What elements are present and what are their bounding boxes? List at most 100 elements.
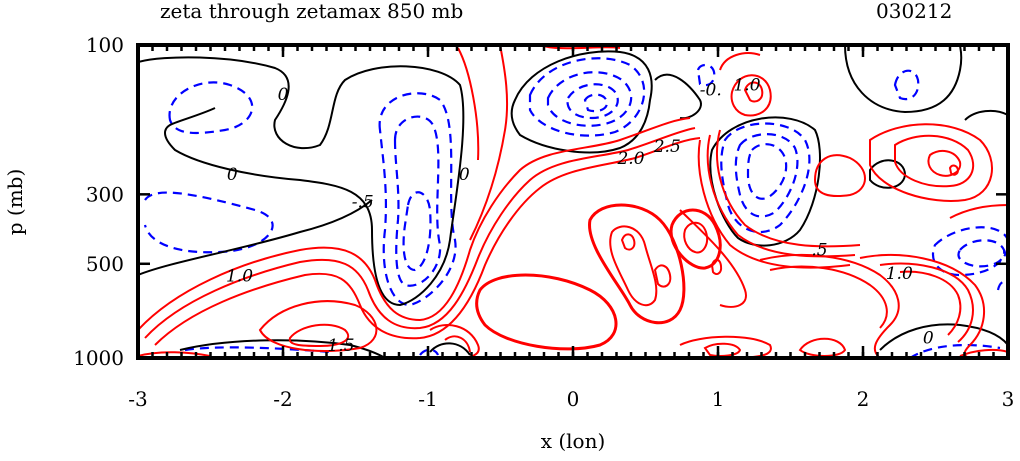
pos-contour [899,270,962,336]
contour-label: 2.0 [616,149,644,169]
neg-contour [566,83,619,120]
pos-contour [710,258,723,275]
neg-contour [143,191,274,254]
neg-contour [932,226,1008,277]
x-tick-label: -2 [273,387,292,411]
pos-contour [769,265,888,329]
y-tick-label: 1000 [73,346,124,370]
pos-contour [869,123,993,202]
pos-contour [703,342,742,357]
pos-contour [138,351,211,357]
negative-contours [143,57,1008,358]
contour-label: 1.0 [226,267,253,287]
x-tick-label: -3 [128,387,147,411]
pos-contour [879,262,974,343]
contour-label: 2.5 [653,137,681,157]
pos-contour [444,335,471,353]
contour-label: 1.0 [886,264,913,284]
zero-contour [138,199,373,276]
neg-contour [909,343,1001,358]
x-tick-label: 3 [1002,387,1015,411]
pos-contour [144,127,696,339]
contour-label: 0 [227,165,238,185]
neg-contour [393,115,442,287]
y-tick-label: 300 [86,182,124,206]
contour-label: -0. [700,81,722,101]
neg-contour [696,63,716,87]
pos-contour [798,337,847,357]
pos-contour [683,221,708,254]
zero-contour [964,109,1008,121]
pos-contour [469,45,509,241]
zero-contour [844,45,963,114]
contour-label: 1.0 [733,76,760,96]
pos-contour [894,134,975,188]
contour-label: 1.5 [327,336,354,356]
neg-contour [168,81,254,135]
pos-contour [927,149,962,177]
pos-contour [620,233,636,251]
pos-contour [743,81,764,103]
contour-label: 0 [278,85,289,105]
neg-contour [957,239,1006,268]
pos-contour [716,129,861,248]
pos-contour [813,154,866,198]
pos-contour [258,300,378,352]
pos-contour [949,204,1008,219]
pos-contour [730,74,772,117]
zero-contour [654,73,702,120]
neg-contour [746,143,788,200]
x-tick-label: 2 [857,387,870,411]
neg-contour [419,348,440,356]
x-axis-label: x (lon) [541,429,606,453]
pos-contour [719,52,761,71]
pos-contour [457,47,480,161]
neg-contour [402,191,432,272]
zero-contour [179,339,386,358]
chart-title: zeta through zetamax 850 mb [160,0,463,23]
neg-contour [546,71,633,127]
pos-contour [154,137,701,346]
contour-labels: 0 0 0 -.5 1.0 1.5 2.0 2.5 -0. 1.0 .5 1.0 0 [226,76,934,356]
neg-contour [583,93,609,113]
contour-label: 0 [459,165,470,185]
neg-contour [734,133,799,218]
contour-label: .5 [811,240,827,260]
zero-contour [138,56,465,307]
zero-contour [510,50,653,154]
x-tick-label: -1 [418,387,437,411]
x-tick-labels: -3 -2 -1 0 1 2 3 [128,387,1014,411]
zero-contour [429,342,471,356]
pos-contour [948,164,960,176]
pos-contour [288,323,350,348]
pos-contour [609,225,658,307]
pos-contour [959,348,1008,357]
neg-contour [996,280,1008,291]
zero-contour [879,323,1008,351]
neg-contour [893,69,920,101]
contour-label: 0 [923,329,934,349]
y-tick-label: 100 [86,33,124,57]
pos-contour [669,208,722,270]
pos-contour [138,117,691,331]
pos-contour [679,209,747,308]
pos-contour [653,264,672,288]
x-tick-label: 1 [712,387,725,411]
contour-label: -.5 [352,192,374,212]
x-tick-label: 0 [567,387,580,411]
contour-lines [138,45,1008,358]
pos-contour [475,273,618,351]
pos-contour [588,203,686,325]
positive-contours [138,45,1008,358]
y-tick-label: 500 [86,252,124,276]
y-tick-labels: 100 300 500 1000 [73,33,124,370]
zero-contours [138,45,1008,358]
date-code: 030212 [876,0,952,23]
zero-contour [709,116,821,247]
neg-contour [528,57,646,137]
axis-ticks [136,43,1010,360]
neg-contour [378,92,457,307]
pos-contour [759,254,900,358]
